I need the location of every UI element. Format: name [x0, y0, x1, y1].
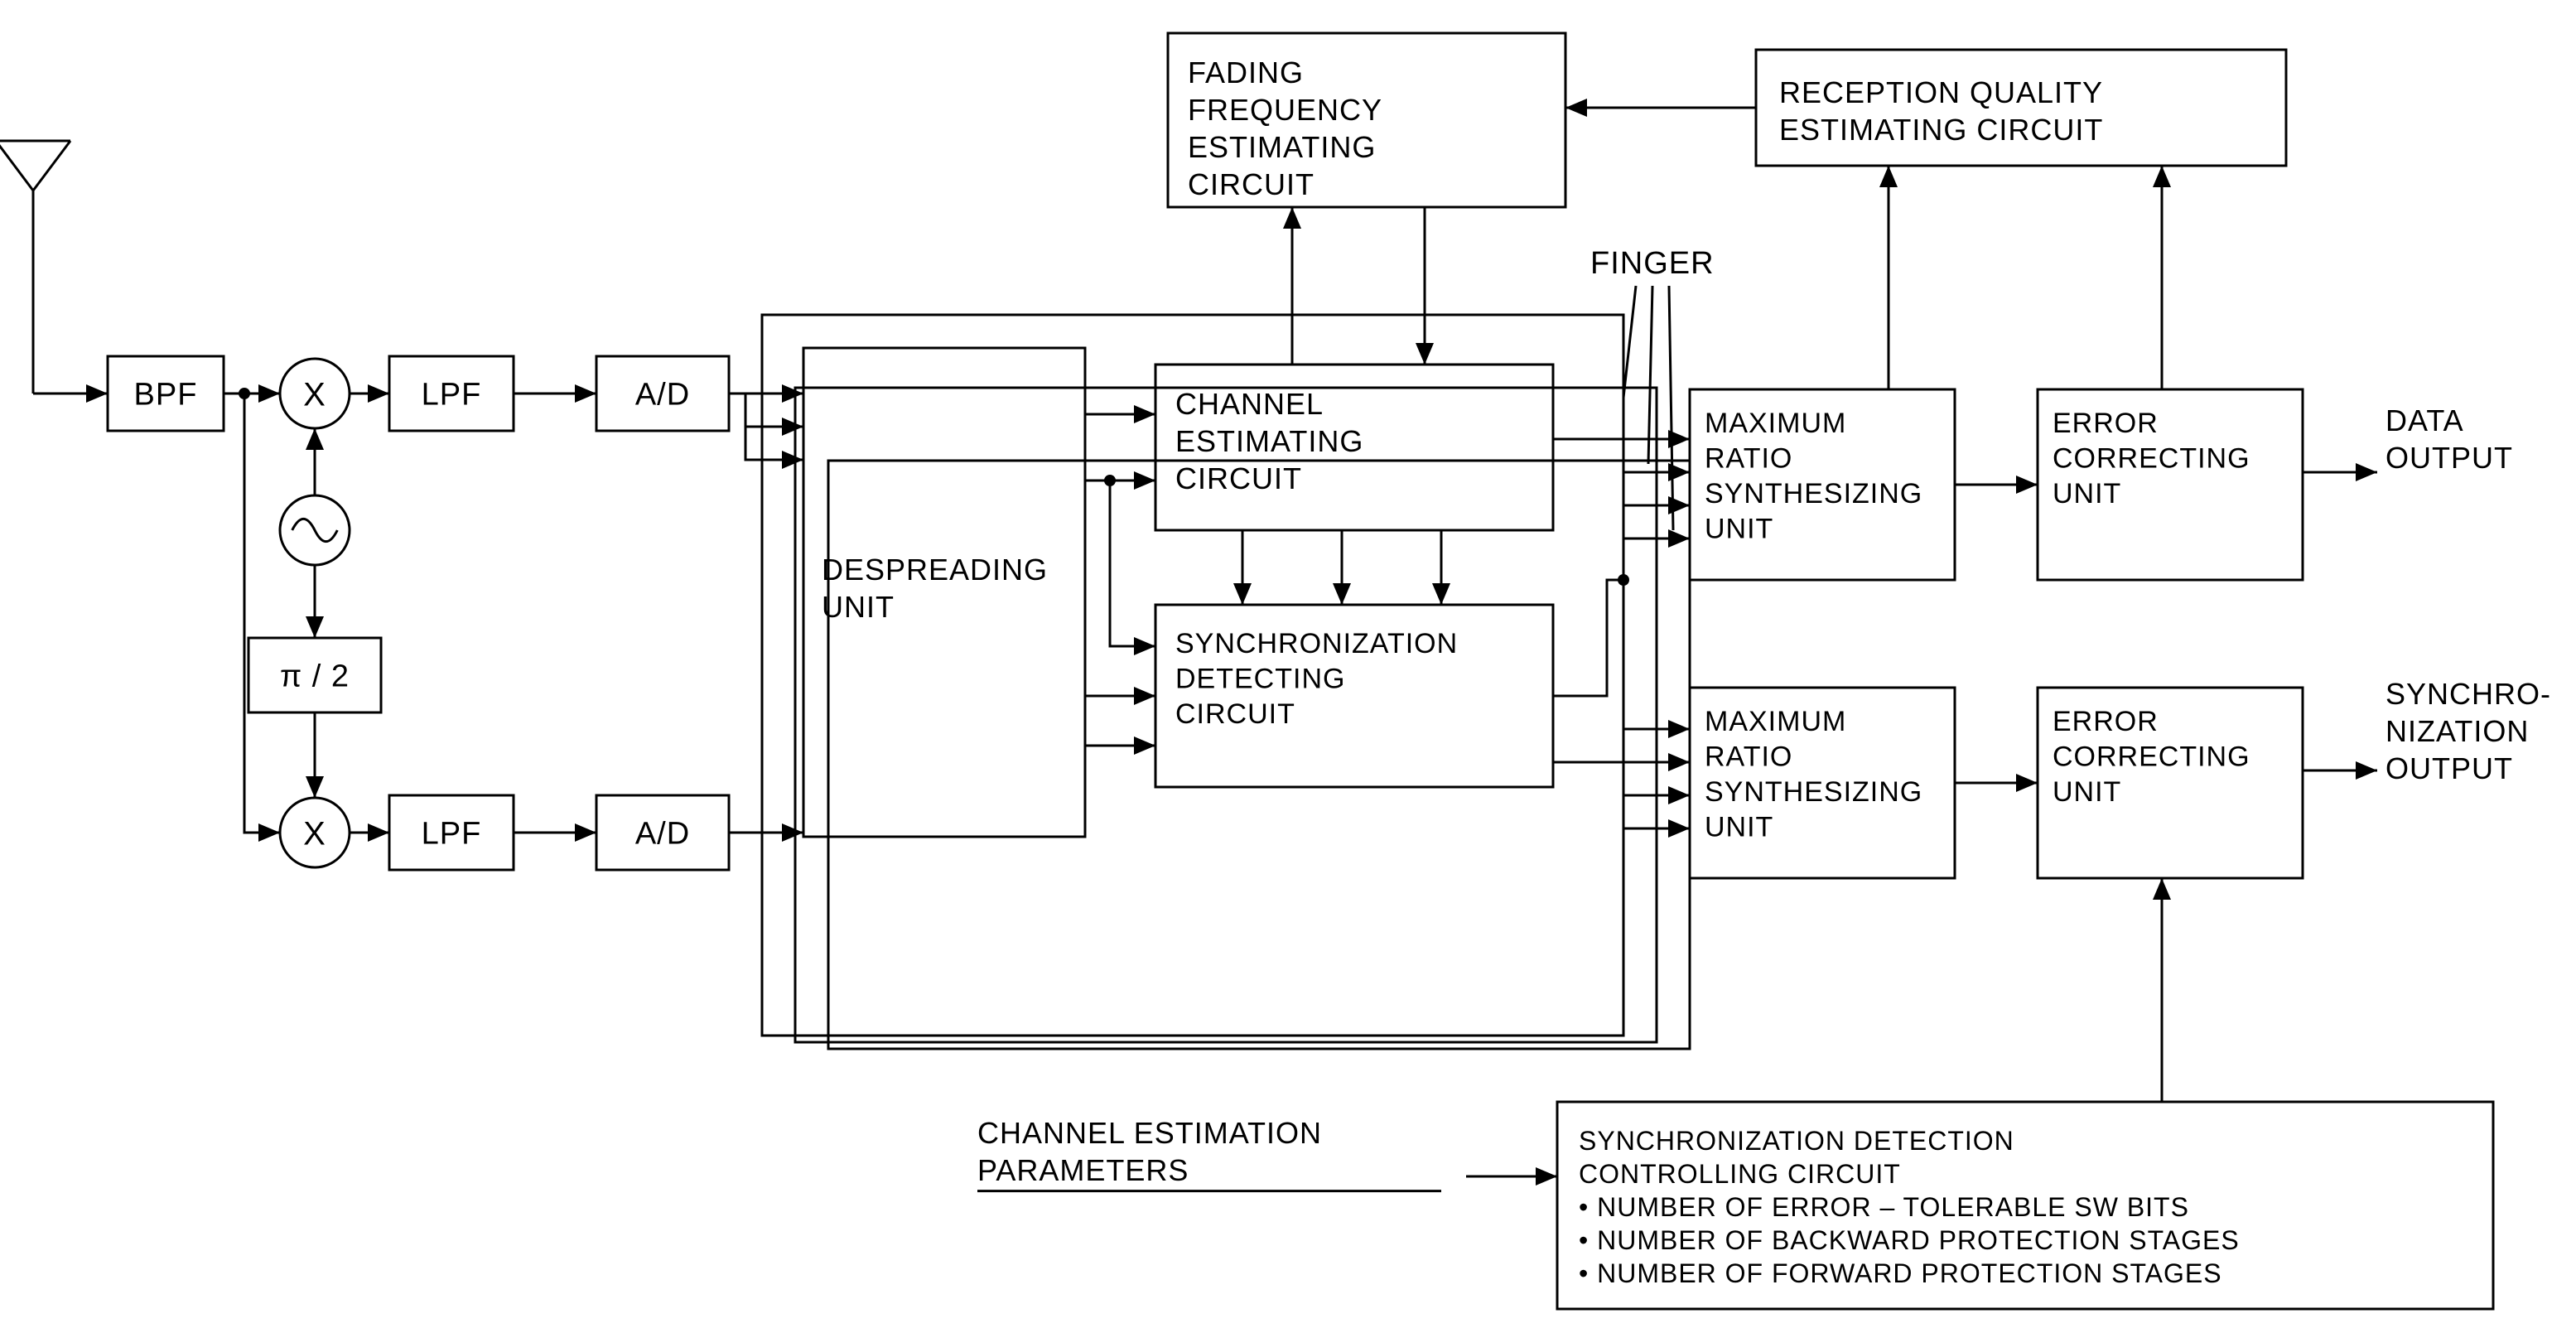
svg-text:FREQUENCY: FREQUENCY: [1188, 93, 1382, 127]
svg-text:SYNCHRONIZATION: SYNCHRONIZATION: [1175, 628, 1458, 659]
svg-text:X: X: [303, 377, 326, 413]
svg-text:ESTIMATING: ESTIMATING: [1188, 130, 1376, 164]
svg-text:NIZATION: NIZATION: [2385, 714, 2529, 748]
svg-text:LPF: LPF: [422, 377, 482, 412]
svg-text:FINGER: FINGER: [1590, 246, 1715, 281]
svg-text:ERROR: ERROR: [2053, 706, 2159, 737]
svg-text:SYNCHRO-: SYNCHRO-: [2385, 677, 2551, 711]
svg-text:DATA: DATA: [2385, 403, 2464, 437]
svg-text:OUTPUT: OUTPUT: [2385, 751, 2513, 785]
svg-text:ERROR: ERROR: [2053, 408, 2159, 439]
svg-text:X: X: [303, 816, 326, 852]
svg-text:• NUMBER OF ERROR – TOLERAB: • NUMBER OF ERROR – TOLERABLE SW BITS: [1579, 1192, 2189, 1222]
svg-text:RECEPTION QUALITY: RECEPTION QUALITY: [1779, 75, 2103, 109]
svg-text:RATIO: RATIO: [1705, 443, 1792, 475]
svg-text:CONTROLLING CIRCUIT: CONTROLLING CIRCUIT: [1579, 1159, 1901, 1189]
svg-text:CIRCUIT: CIRCUIT: [1175, 461, 1302, 495]
svg-text:MAXIMUM: MAXIMUM: [1705, 408, 1846, 439]
svg-text:DESPREADING: DESPREADING: [822, 553, 1048, 587]
svg-text:SYNCHRONIZATION DETECTION: SYNCHRONIZATION DETECTION: [1579, 1126, 2014, 1156]
svg-text:CORRECTING: CORRECTING: [2053, 741, 2250, 773]
svg-text:• NUMBER OF BACKWARD PROTE: • NUMBER OF BACKWARD PROTECTION STAGES: [1579, 1225, 2240, 1255]
svg-text:LPF: LPF: [422, 816, 482, 851]
svg-text:UNIT: UNIT: [2053, 776, 2121, 808]
svg-text:MAXIMUM: MAXIMUM: [1705, 706, 1846, 737]
svg-text:ESTIMATING CIRCUIT: ESTIMATING CIRCUIT: [1779, 113, 2103, 147]
svg-text:CIRCUIT: CIRCUIT: [1175, 698, 1295, 730]
svg-text:π / 2: π / 2: [280, 659, 350, 693]
svg-text:UNIT: UNIT: [822, 590, 895, 624]
svg-text:CIRCUIT: CIRCUIT: [1188, 167, 1315, 201]
svg-text:OUTPUT: OUTPUT: [2385, 441, 2513, 475]
svg-text:SYNTHESIZING: SYNTHESIZING: [1705, 478, 1922, 509]
svg-text:UNIT: UNIT: [1705, 812, 1773, 843]
diagram-canvas: BPFLPFLPFA/DA/Dπ / 2FADINGFREQUENCYESTIM…: [0, 0, 2576, 1328]
svg-text:DETECTING: DETECTING: [1175, 664, 1345, 695]
svg-text:CHANNEL: CHANNEL: [1175, 387, 1324, 421]
svg-text:SYNTHESIZING: SYNTHESIZING: [1705, 776, 1922, 808]
svg-text:UNIT: UNIT: [1705, 514, 1773, 545]
svg-text:• NUMBER OF FORWARD PROTEC: • NUMBER OF FORWARD PROTECTION STAGES: [1579, 1258, 2222, 1288]
svg-text:FADING: FADING: [1188, 56, 1304, 89]
svg-text:A/D: A/D: [635, 816, 690, 851]
svg-text:BPF: BPF: [134, 377, 198, 412]
svg-text:CHANNEL ESTIMATION: CHANNEL ESTIMATION: [977, 1116, 1322, 1150]
svg-text:A/D: A/D: [635, 377, 690, 412]
svg-text:CORRECTING: CORRECTING: [2053, 443, 2250, 475]
svg-text:RATIO: RATIO: [1705, 741, 1792, 773]
svg-text:UNIT: UNIT: [2053, 478, 2121, 509]
svg-text:ESTIMATING: ESTIMATING: [1175, 424, 1363, 458]
svg-text:PARAMETERS: PARAMETERS: [977, 1153, 1189, 1187]
